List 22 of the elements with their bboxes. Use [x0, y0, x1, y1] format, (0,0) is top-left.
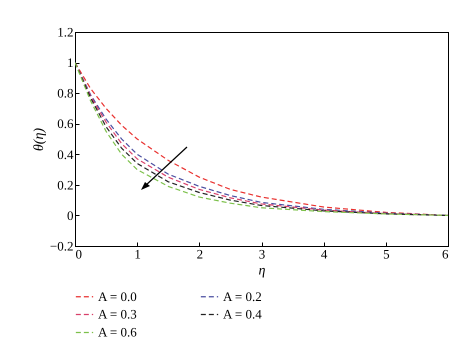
x-tick-label: 1	[134, 246, 141, 262]
y-tick-label: 0.4	[57, 146, 74, 162]
x-tick-label: 4	[320, 246, 328, 262]
line-series	[75, 62, 448, 216]
x-axis-title: η	[258, 264, 266, 278]
legend-label: A = 0.4	[223, 306, 262, 322]
y-axis-title: θ(η)	[32, 128, 47, 152]
y-tick-label: 0	[67, 208, 74, 223]
legend-label: A = 0.2	[223, 288, 262, 304]
y-tick-label: 1	[67, 55, 74, 70]
legend-label: A = 0.0	[98, 288, 137, 304]
y-tick-label: −0.2	[50, 238, 74, 254]
y-tick-label: 0.2	[57, 177, 74, 192]
y-tick-label: 0.6	[57, 116, 74, 132]
x-tick-label: 3	[258, 246, 266, 262]
x-tick-label: 2	[196, 246, 204, 262]
legend-label: A = 0.6	[98, 324, 138, 340]
y-tick-label: 1.2	[57, 24, 74, 40]
x-tick-label: 5	[383, 246, 390, 262]
legend-label: A = 0.3	[98, 306, 137, 322]
x-tick-label: 6	[442, 246, 449, 262]
y-tick-label: 0.8	[57, 86, 74, 101]
